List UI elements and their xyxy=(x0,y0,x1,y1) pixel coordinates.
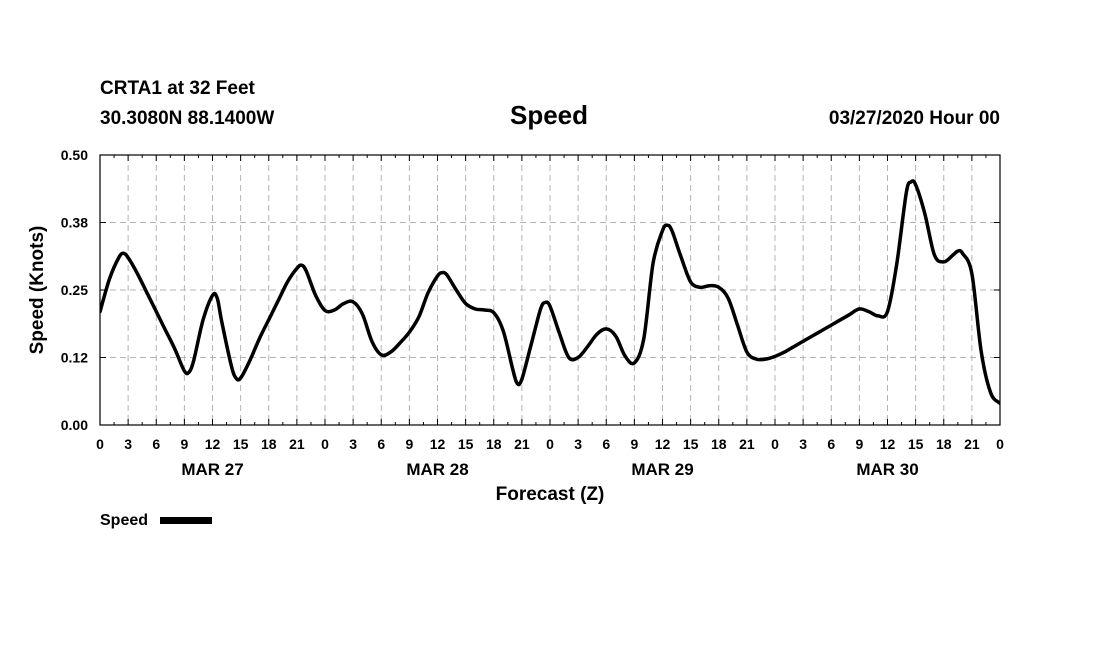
x-tick-label: 9 xyxy=(180,436,188,452)
x-tick-label: 18 xyxy=(486,436,502,452)
chart-title: Speed xyxy=(510,100,588,130)
x-tick-label: 3 xyxy=(799,436,807,452)
x-tick-label: 18 xyxy=(711,436,727,452)
x-tick-label: 6 xyxy=(152,436,160,452)
legend: Speed xyxy=(100,512,212,529)
y-tick-label: 0.38 xyxy=(61,215,88,231)
x-tick-label: 6 xyxy=(602,436,610,452)
grid-lines xyxy=(100,155,1000,425)
x-tick-label: 18 xyxy=(261,436,277,452)
x-tick-label: 0 xyxy=(546,436,554,452)
legend-swatch xyxy=(160,517,212,524)
x-tick-label: 3 xyxy=(124,436,132,452)
x-tick-label: 15 xyxy=(908,436,924,452)
x-tick-label: 15 xyxy=(683,436,699,452)
x-tick-label: 15 xyxy=(458,436,474,452)
x-tick-label: 9 xyxy=(405,436,413,452)
day-labels: MAR 27 MAR 28 MAR 29 MAR 30 xyxy=(181,460,918,479)
x-tick-label: 6 xyxy=(377,436,385,452)
axis-ticks xyxy=(99,154,1001,426)
x-tick-label: 12 xyxy=(205,436,221,452)
x-axis-title: Forecast (Z) xyxy=(496,484,605,505)
series-group xyxy=(100,179,1000,406)
y-tick-label: 0.50 xyxy=(61,147,88,163)
day-label: MAR 30 xyxy=(856,460,918,479)
legend-label: Speed xyxy=(100,512,148,529)
day-label: MAR 28 xyxy=(406,460,468,479)
x-tick-label: 21 xyxy=(739,436,755,452)
x-tick-label: 6 xyxy=(827,436,835,452)
x-tick-label: 9 xyxy=(630,436,638,452)
x-tick-label: 0 xyxy=(321,436,329,452)
x-tick-label: 21 xyxy=(289,436,305,452)
plot-frame xyxy=(99,154,1001,426)
x-tick-label: 21 xyxy=(514,436,530,452)
x-tick-label: 18 xyxy=(936,436,952,452)
y-axis-title: Speed (Knots) xyxy=(27,226,48,355)
x-tick-label: 12 xyxy=(430,436,446,452)
x-tick-label: 9 xyxy=(855,436,863,452)
x-tick-label: 12 xyxy=(880,436,896,452)
x-tick-label: 0 xyxy=(771,436,779,452)
day-label: MAR 29 xyxy=(631,460,693,479)
y-tick-labels: 0.00 0.12 0.25 0.38 0.50 xyxy=(61,147,88,433)
x-tick-label: 3 xyxy=(349,436,357,452)
x-tick-label: 0 xyxy=(96,436,104,452)
y-tick-label: 0.25 xyxy=(61,282,88,298)
x-tick-label: 0 xyxy=(996,436,1004,452)
x-tick-label: 12 xyxy=(655,436,671,452)
issued-time-label: 03/27/2020 Hour 00 xyxy=(829,108,1000,129)
x-tick-label: 15 xyxy=(233,436,249,452)
station-label: CRTA1 at 32 Feet xyxy=(100,78,256,99)
coordinates-label: 30.3080N 88.1400W xyxy=(100,108,274,129)
x-tick-labels: 0 3 6 9 12 15 18 21 0 3 6 9 12 15 18 21 0 3 6 9 12 15 18 21 0 3 6 9… xyxy=(96,436,1004,452)
x-tick-label: 3 xyxy=(574,436,582,452)
day-label: MAR 27 xyxy=(181,460,243,479)
x-tick-label: 21 xyxy=(964,436,980,452)
y-tick-label: 0.00 xyxy=(61,417,88,433)
speed-series-line xyxy=(100,179,1000,406)
y-tick-label: 0.12 xyxy=(61,350,88,366)
